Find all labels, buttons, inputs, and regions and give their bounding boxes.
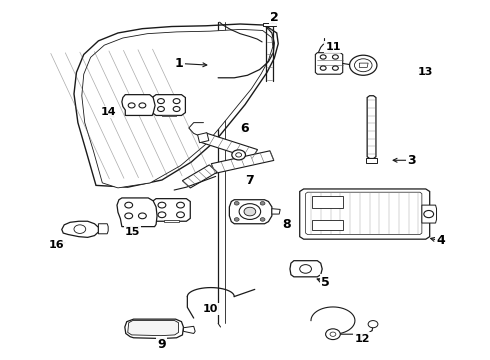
- Polygon shape: [422, 205, 437, 223]
- Circle shape: [139, 213, 147, 219]
- Text: 12: 12: [355, 333, 370, 343]
- Polygon shape: [152, 199, 190, 221]
- Circle shape: [158, 107, 164, 112]
- Text: 5: 5: [321, 276, 330, 289]
- Circle shape: [125, 202, 133, 208]
- Circle shape: [176, 202, 184, 208]
- Circle shape: [158, 202, 166, 208]
- Text: 8: 8: [282, 218, 291, 231]
- Circle shape: [330, 332, 336, 336]
- Circle shape: [326, 329, 340, 339]
- Text: 1: 1: [174, 57, 183, 70]
- Polygon shape: [167, 108, 174, 113]
- Polygon shape: [74, 24, 278, 187]
- Polygon shape: [201, 133, 258, 159]
- Circle shape: [320, 66, 326, 70]
- Circle shape: [239, 204, 261, 220]
- Circle shape: [234, 202, 239, 205]
- Polygon shape: [162, 115, 175, 116]
- Text: 10: 10: [203, 304, 219, 314]
- Polygon shape: [316, 53, 343, 74]
- Text: 2: 2: [270, 12, 279, 24]
- Polygon shape: [263, 23, 276, 26]
- Polygon shape: [183, 326, 195, 333]
- Polygon shape: [366, 158, 377, 163]
- Text: 16: 16: [49, 239, 65, 249]
- Polygon shape: [164, 220, 178, 222]
- Circle shape: [158, 99, 164, 104]
- Polygon shape: [318, 43, 331, 54]
- Text: 3: 3: [407, 154, 416, 167]
- Text: 15: 15: [125, 227, 140, 237]
- Circle shape: [232, 150, 245, 160]
- Text: 4: 4: [436, 234, 445, 247]
- Polygon shape: [359, 63, 368, 67]
- Polygon shape: [313, 196, 343, 208]
- Polygon shape: [313, 220, 343, 230]
- Polygon shape: [152, 95, 185, 116]
- Text: 14: 14: [100, 107, 116, 117]
- Circle shape: [354, 59, 372, 72]
- Polygon shape: [98, 224, 108, 234]
- Circle shape: [234, 218, 239, 221]
- Polygon shape: [122, 95, 155, 116]
- Circle shape: [260, 218, 265, 221]
- Circle shape: [176, 212, 184, 218]
- Polygon shape: [82, 30, 273, 188]
- Circle shape: [320, 55, 326, 59]
- Polygon shape: [306, 192, 422, 234]
- Text: 7: 7: [245, 174, 254, 186]
- Circle shape: [332, 55, 338, 59]
- Polygon shape: [300, 189, 430, 239]
- Polygon shape: [182, 165, 217, 188]
- Polygon shape: [367, 96, 376, 158]
- Polygon shape: [290, 261, 322, 277]
- Polygon shape: [272, 209, 280, 214]
- Circle shape: [236, 153, 242, 157]
- Text: 6: 6: [241, 122, 249, 135]
- Polygon shape: [117, 198, 157, 226]
- Circle shape: [368, 320, 378, 328]
- Polygon shape: [125, 319, 183, 338]
- Circle shape: [74, 225, 86, 233]
- Polygon shape: [197, 133, 209, 143]
- Circle shape: [158, 212, 166, 218]
- Polygon shape: [128, 320, 178, 336]
- Text: 11: 11: [325, 42, 341, 52]
- Polygon shape: [229, 200, 272, 224]
- Text: 9: 9: [158, 338, 166, 351]
- Circle shape: [173, 107, 180, 112]
- Circle shape: [125, 213, 133, 219]
- Polygon shape: [211, 151, 274, 173]
- Circle shape: [128, 103, 135, 108]
- Circle shape: [139, 103, 146, 108]
- Circle shape: [244, 207, 256, 216]
- Polygon shape: [62, 221, 98, 237]
- Circle shape: [332, 66, 338, 70]
- Circle shape: [260, 202, 265, 205]
- Circle shape: [300, 265, 312, 273]
- Circle shape: [349, 55, 377, 75]
- Circle shape: [424, 211, 434, 218]
- Circle shape: [173, 99, 180, 104]
- Text: 13: 13: [418, 67, 434, 77]
